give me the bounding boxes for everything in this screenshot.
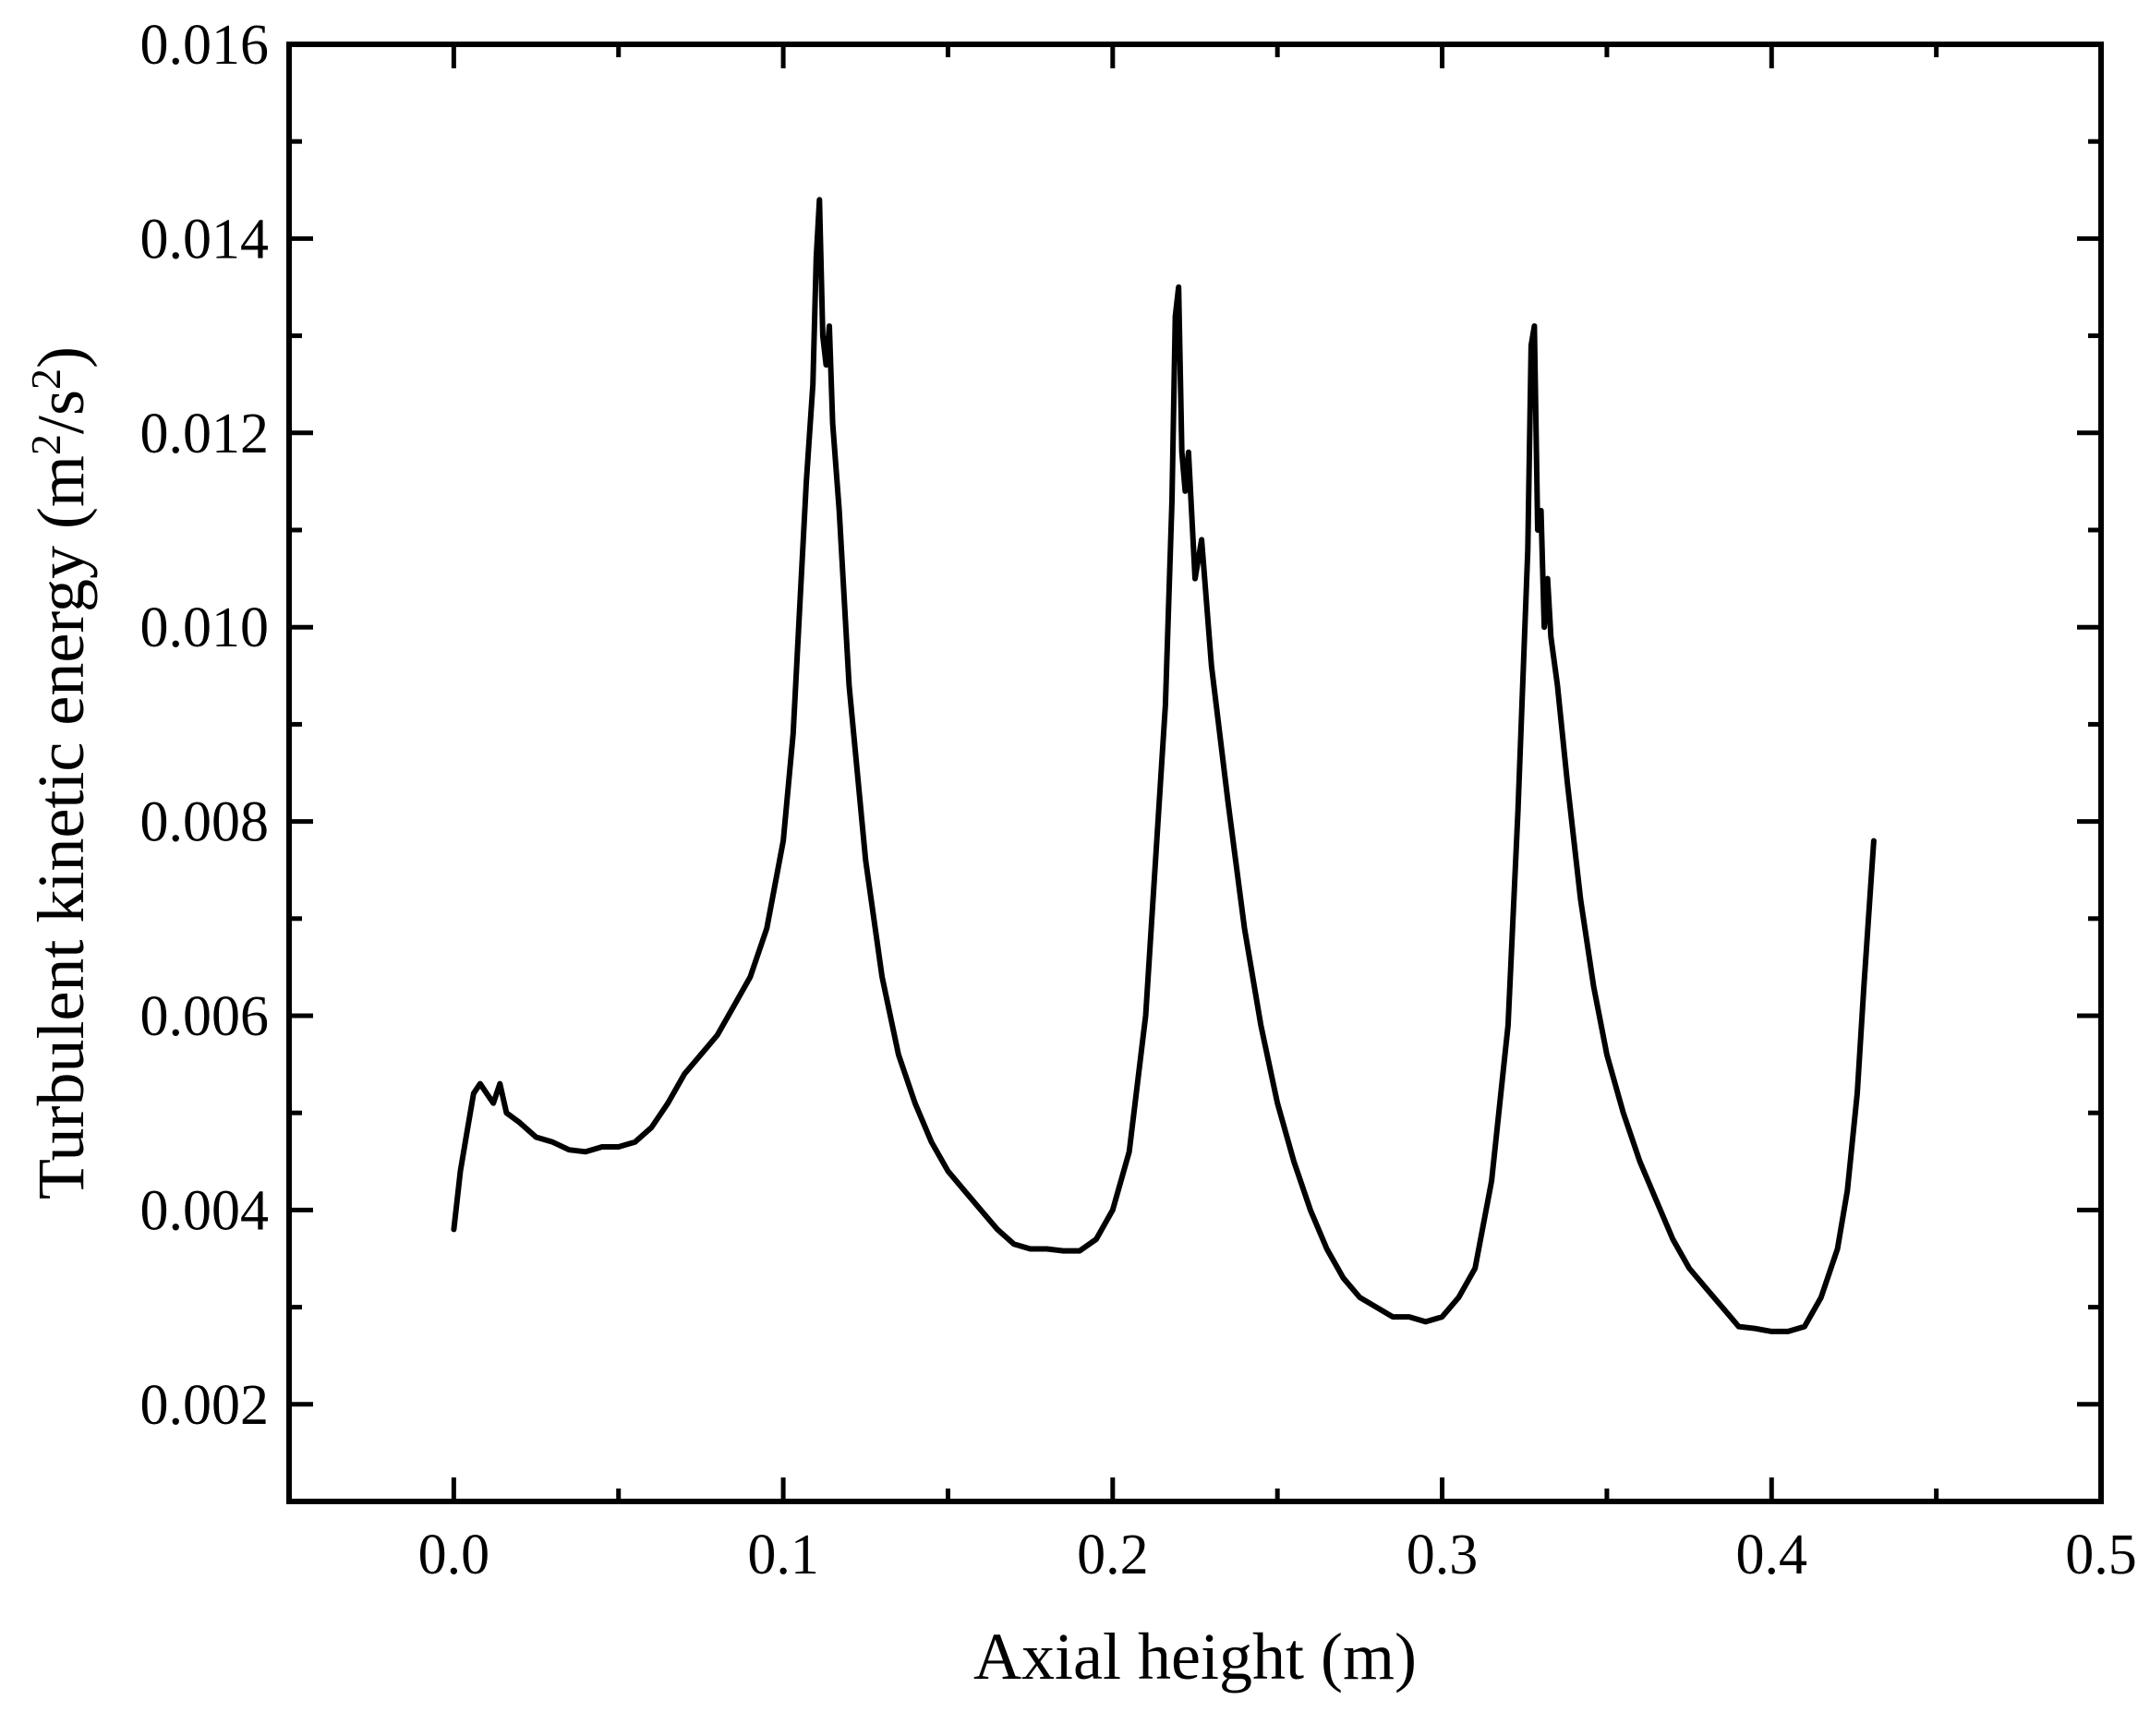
y-tick-label: 0.006	[140, 985, 270, 1048]
y-tick-label: 0.014	[140, 208, 270, 271]
x-tick-label: 0.4	[1736, 1524, 1808, 1586]
y-tick-label: 0.010	[140, 597, 270, 659]
x-tick-label: 0.2	[1077, 1524, 1149, 1586]
y-axis-title-mid: /s	[24, 390, 98, 434]
y-axis-title-sup-2: 2	[22, 368, 69, 390]
x-tick-label: 0.5	[2065, 1524, 2137, 1586]
x-tick-label: 0.3	[1407, 1524, 1479, 1586]
x-tick-label: 0.1	[747, 1524, 819, 1586]
x-axis-title: Axial height (m)	[973, 1620, 1417, 1694]
turbulent-kinetic-energy-line	[451, 197, 1877, 1334]
y-tick-label: 0.016	[140, 14, 270, 77]
plot-frame	[286, 42, 2104, 1504]
y-tick-label: 0.008	[140, 791, 270, 854]
x-axis-ticks: 0.0 0.1 0.2 0.3 0.4 0.5	[286, 44, 2137, 1586]
x-tick-label: 0.0	[418, 1524, 490, 1586]
y-axis-ticks: 0.002 0.004 0.006 0.008 0.010 0.012 0.014 0.016	[140, 14, 2101, 1504]
y-axis-title-sup-1: 2	[22, 434, 69, 455]
y-axis-title-main: Turbulent kinetic energy (m	[24, 455, 98, 1200]
y-axis-title-end: )	[24, 346, 98, 368]
y-tick-label: 0.002	[140, 1374, 270, 1437]
y-tick-label: 0.012	[140, 403, 270, 465]
y-axis-title: Turbulent kinetic energy (m2/s2)	[22, 346, 99, 1200]
y-tick-label: 0.004	[140, 1179, 270, 1242]
